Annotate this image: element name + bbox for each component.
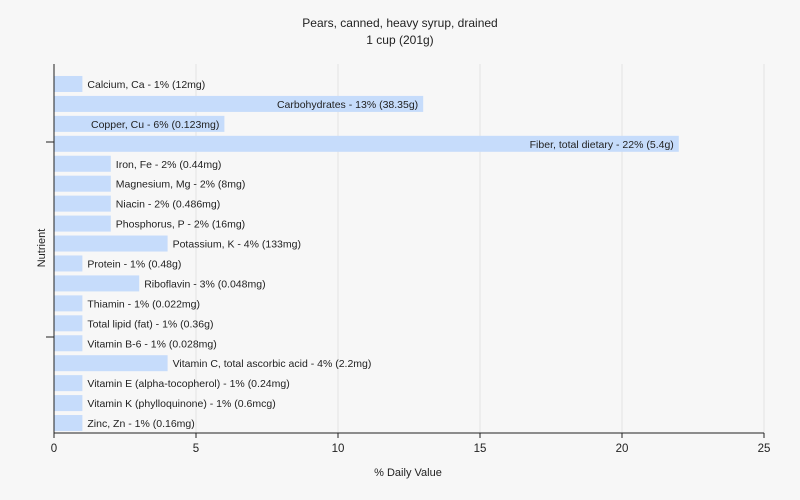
grid-lines [195, 64, 765, 433]
x-axis-title: % Daily Value [374, 467, 442, 479]
bar-1[interactable] [54, 95, 424, 112]
bar-14[interactable] [54, 355, 168, 372]
bar-8[interactable] [54, 235, 168, 252]
bar-16[interactable] [54, 395, 83, 412]
bar-label-4: Iron, Fe - 2% (0.44mg) [116, 159, 222, 171]
bar-10[interactable] [54, 275, 140, 292]
y-axis-title: Nutrient [36, 229, 48, 268]
bar-11[interactable] [54, 295, 83, 312]
bar-9[interactable] [54, 255, 83, 272]
bar-12[interactable] [54, 315, 83, 332]
bar-7[interactable] [54, 215, 111, 232]
x-tick-label-2: 10 [332, 443, 345, 455]
bar-6[interactable] [54, 195, 111, 212]
bar-label-3: Fiber, total dietary - 22% (5.4g) [530, 139, 674, 151]
chart-title: Pears, canned, heavy syrup, drained [302, 16, 497, 30]
x-tick-label-0: 0 [51, 443, 57, 455]
bar-label-2: Copper, Cu - 6% (0.123mg) [91, 119, 219, 131]
bar-label-9: Protein - 1% (0.48g) [87, 258, 181, 270]
chart-subtitle: 1 cup (201g) [366, 33, 433, 47]
bar-4[interactable] [54, 155, 111, 172]
x-tick-label-5: 25 [758, 443, 771, 455]
bar-label-7: Phosphorus, P - 2% (16mg) [116, 219, 245, 231]
bars-group: Calcium, Ca - 1% (12mg) Carbohydrates - 1… [54, 75, 679, 432]
bar-label-1: Carbohydrates - 13% (38.35g) [277, 99, 418, 111]
bar-0[interactable] [54, 75, 83, 92]
bar-2[interactable] [54, 115, 225, 132]
bar-17[interactable] [54, 415, 83, 432]
bar-13[interactable] [54, 335, 83, 352]
bar-label-8: Potassium, K - 4% (133mg) [173, 239, 301, 251]
x-tick-label-4: 20 [616, 443, 629, 455]
bar-label-15: Vitamin E (alpha-tocopherol) - 1% (0.24m… [87, 378, 289, 390]
bar-label-5: Magnesium, Mg - 2% (8mg) [116, 179, 246, 191]
bar-label-17: Zinc, Zn - 1% (0.16mg) [87, 418, 194, 430]
bar-label-14: Vitamin C, total ascorbic acid - 4% (2.2… [173, 358, 372, 370]
axes-group: 0 5 10 15 20 25 [46, 64, 770, 455]
bar-5[interactable] [54, 175, 111, 192]
bar-label-10: Riboflavin - 3% (0.048mg) [144, 278, 265, 290]
bar-3[interactable] [54, 135, 679, 152]
bar-label-11: Thiamin - 1% (0.022mg) [87, 298, 200, 310]
bar-label-0: Calcium, Ca - 1% (12mg) [87, 79, 205, 91]
x-tick-label-3: 15 [474, 443, 487, 455]
bar-label-16: Vitamin K (phylloquinone) - 1% (0.6mcg) [87, 398, 275, 410]
bar-label-6: Niacin - 2% (0.486mg) [116, 199, 220, 211]
bar-label-13: Vitamin B-6 - 1% (0.028mg) [87, 338, 216, 350]
x-tick-label-1: 5 [193, 443, 199, 455]
bar-15[interactable] [54, 375, 83, 392]
bar-label-12: Total lipid (fat) - 1% (0.36g) [87, 318, 213, 330]
